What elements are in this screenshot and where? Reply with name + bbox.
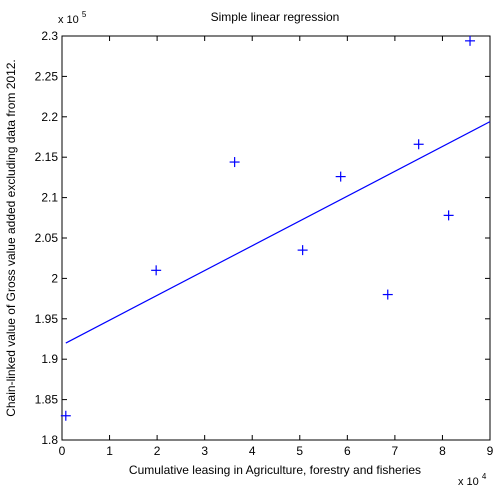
x-tick-label: 2	[154, 444, 161, 458]
x-tick-label: 9	[487, 444, 494, 458]
x-exponent-power: 4	[482, 472, 487, 481]
y-exponent-power: 5	[82, 10, 87, 19]
data-point-plus-marker	[335, 171, 346, 182]
data-point-plus-marker	[413, 139, 424, 150]
y-axis-label: Chain-linked value of Gross value added …	[4, 59, 18, 417]
x-tick-label: 4	[249, 444, 256, 458]
y-tick-label: 1.9	[41, 352, 58, 366]
y-tick-label: 2	[51, 271, 58, 285]
x-axis-exponent: x 10 4	[458, 472, 487, 488]
data-point-plus-marker	[382, 289, 393, 300]
y-tick-label: 2.15	[35, 150, 59, 164]
y-tick-label: 1.85	[35, 393, 59, 407]
x-axis-ticks: 0 1 2 3 4 5 6 7 8 9	[59, 36, 494, 458]
x-tick-label: 8	[439, 444, 446, 458]
data-point-plus-marker	[151, 265, 162, 276]
y-tick-label: 2.1	[41, 191, 58, 205]
x-tick-label: 0	[59, 444, 66, 458]
y-tick-label: 2.3	[41, 29, 58, 43]
x-tick-label: 7	[392, 444, 399, 458]
y-tick-label: 1.8	[41, 433, 58, 447]
data-point-plus-marker	[465, 35, 476, 46]
regression-fit-line	[65, 121, 491, 344]
x-axis-label: Cumulative leasing in Agriculture, fores…	[129, 463, 421, 477]
x-tick-label: 5	[296, 444, 303, 458]
data-point-plus-marker	[60, 410, 71, 421]
x-tick-label: 3	[201, 444, 208, 458]
chart-title: Simple linear regression	[211, 10, 340, 24]
plot-frame	[61, 35, 491, 441]
y-axis-exponent: x 10 5	[58, 10, 87, 26]
x-tick-label: 1	[106, 444, 113, 458]
y-exponent-base: x 10	[58, 14, 79, 26]
svg-text:x 10 4: x 10 4	[458, 472, 487, 488]
fit-line-layer	[65, 121, 491, 344]
data-point-plus-marker	[297, 245, 308, 256]
x-exponent-base: x 10	[458, 476, 479, 488]
y-axis-ticks: 1.8 1.85 1.9 1.95 2 2.05 2.1 2.15 2.2 2.25 2.3	[35, 29, 490, 447]
y-tick-label: 2.05	[35, 231, 59, 245]
data-points-layer	[60, 35, 476, 421]
data-point-plus-marker	[443, 210, 454, 221]
y-tick-label: 2.25	[35, 69, 59, 83]
svg-text:x 10 5: x 10 5	[58, 10, 87, 26]
data-point-plus-marker	[229, 157, 240, 168]
y-tick-label: 2.2	[41, 110, 58, 124]
y-tick-label: 1.95	[35, 312, 59, 326]
x-tick-label: 6	[344, 444, 351, 458]
